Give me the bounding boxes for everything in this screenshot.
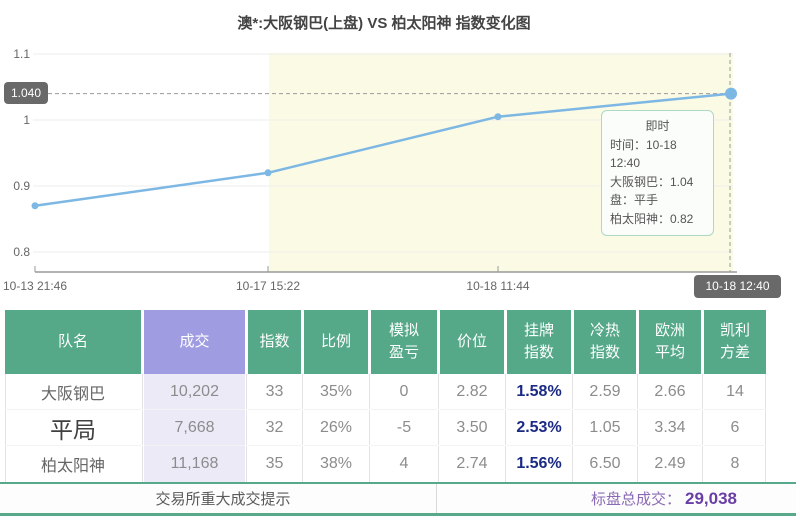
cell-listed_index[interactable]: 1.56%: [505, 446, 571, 482]
cell-kelly_var: 14: [702, 374, 766, 410]
header-cell-listed_index: 挂牌 指数: [507, 310, 571, 374]
x-axis-label: 10-17 15:22: [236, 279, 300, 293]
cell-kelly_var: 8: [702, 446, 766, 482]
header-cell-team: 队名: [5, 310, 141, 374]
cell-index: 33: [246, 374, 301, 410]
cell-volume: 10,202: [142, 374, 245, 410]
header-cell-hot_cold: 冷热 指数: [574, 310, 636, 374]
header-cell-price: 价位: [440, 310, 504, 374]
cell-hot_cold: 6.50: [572, 446, 636, 482]
total-volume: 标盘总成交： 29,038: [437, 484, 796, 513]
y-axis-label: 1: [23, 113, 30, 127]
header-cell-volume: 成交: [144, 310, 245, 374]
header-cell-sim_pl: 模拟 盈亏: [371, 310, 437, 374]
y-axis-label: 1.1: [13, 47, 30, 61]
chart-tooltip: 即时 时间：10-18 12:40 大阪钢巴：1.04 盘：平手 柏太阳神：0.…: [601, 110, 714, 236]
table-footer: 交易所重大成交提示 标盘总成交： 29,038: [0, 482, 796, 516]
cell-hot_cold: 2.59: [572, 374, 636, 410]
current-time-badge: 10-18 12:40: [694, 275, 781, 298]
cell-ratio: 38%: [302, 446, 368, 482]
header-cell-euro_avg: 欧洲 平均: [639, 310, 701, 374]
tooltip-time: 时间：10-18 12:40: [610, 137, 677, 171]
header-cell-ratio: 比例: [304, 310, 368, 374]
y-axis-label: 0.8: [13, 245, 30, 259]
current-data-point[interactable]: [725, 87, 737, 100]
cell-team: 大阪钢巴: [5, 374, 141, 410]
cell-listed_index[interactable]: 2.53%: [505, 410, 571, 446]
y-axis-label: 0.9: [13, 179, 30, 193]
cell-sim_pl: -5: [369, 410, 437, 446]
cell-team: 柏太阳神: [5, 446, 141, 482]
data-point[interactable]: [264, 169, 272, 177]
cell-price: 3.50: [438, 410, 504, 446]
data-point[interactable]: [494, 113, 502, 121]
cell-index: 35: [246, 446, 301, 482]
cell-ratio: 26%: [302, 410, 368, 446]
cell-price: 2.82: [438, 374, 504, 410]
cell-volume: 7,668: [142, 410, 245, 446]
cell-price: 2.74: [438, 446, 504, 482]
cell-hot_cold: 1.05: [572, 410, 636, 446]
tooltip-title: 即时: [645, 119, 670, 133]
x-axis-label: 10-13 21:46: [3, 279, 67, 293]
cell-listed_index[interactable]: 1.58%: [505, 374, 571, 410]
cell-sim_pl: 0: [369, 374, 437, 410]
header-cell-kelly_var: 凯利 方差: [704, 310, 766, 374]
exchange-alert-label: 交易所重大成交提示: [0, 484, 437, 513]
tooltip-away-odds: 柏太阳神：0.82: [610, 211, 694, 226]
cell-sim_pl: 4: [369, 446, 437, 482]
cell-ratio: 35%: [302, 374, 368, 410]
cell-euro_avg: 2.66: [637, 374, 701, 410]
index-line: [34, 92, 732, 208]
odds-data-table: 队名 成交 指数 比例 模拟 盈亏 价位 挂牌 指数 冷热 指数 欧洲 平均 凯利 方差 大阪钢巴 1…: [5, 310, 766, 482]
index-change-chart: 澳*:大阪钢巴(上盘) VS 柏太阳神 指数变化图 1.1 1 0.9 0.8 10-1…: [3, 15, 781, 298]
cell-team: 平局: [5, 410, 141, 446]
cell-euro_avg: 3.34: [637, 410, 701, 446]
x-axis-label: 10-18 11:44: [466, 279, 529, 293]
tooltip-home-odds: 大阪钢巴：1.04: [610, 174, 694, 189]
total-volume-value: 29,038: [685, 488, 737, 508]
cell-kelly_var: 6: [702, 410, 766, 446]
tooltip-handicap: 盘：平手: [610, 193, 659, 208]
header-cell-index: 指数: [248, 310, 301, 374]
data-point[interactable]: [31, 202, 39, 210]
cell-volume: 11,168: [142, 446, 245, 482]
chart-title: 澳*:大阪钢巴(上盘) VS 柏太阳神 指数变化图: [237, 15, 531, 32]
current-value-badge: 1.040: [4, 82, 48, 104]
total-volume-label: 标盘总成交：: [590, 491, 681, 508]
cell-index: 32: [246, 410, 301, 446]
cell-euro_avg: 2.49: [637, 446, 701, 482]
